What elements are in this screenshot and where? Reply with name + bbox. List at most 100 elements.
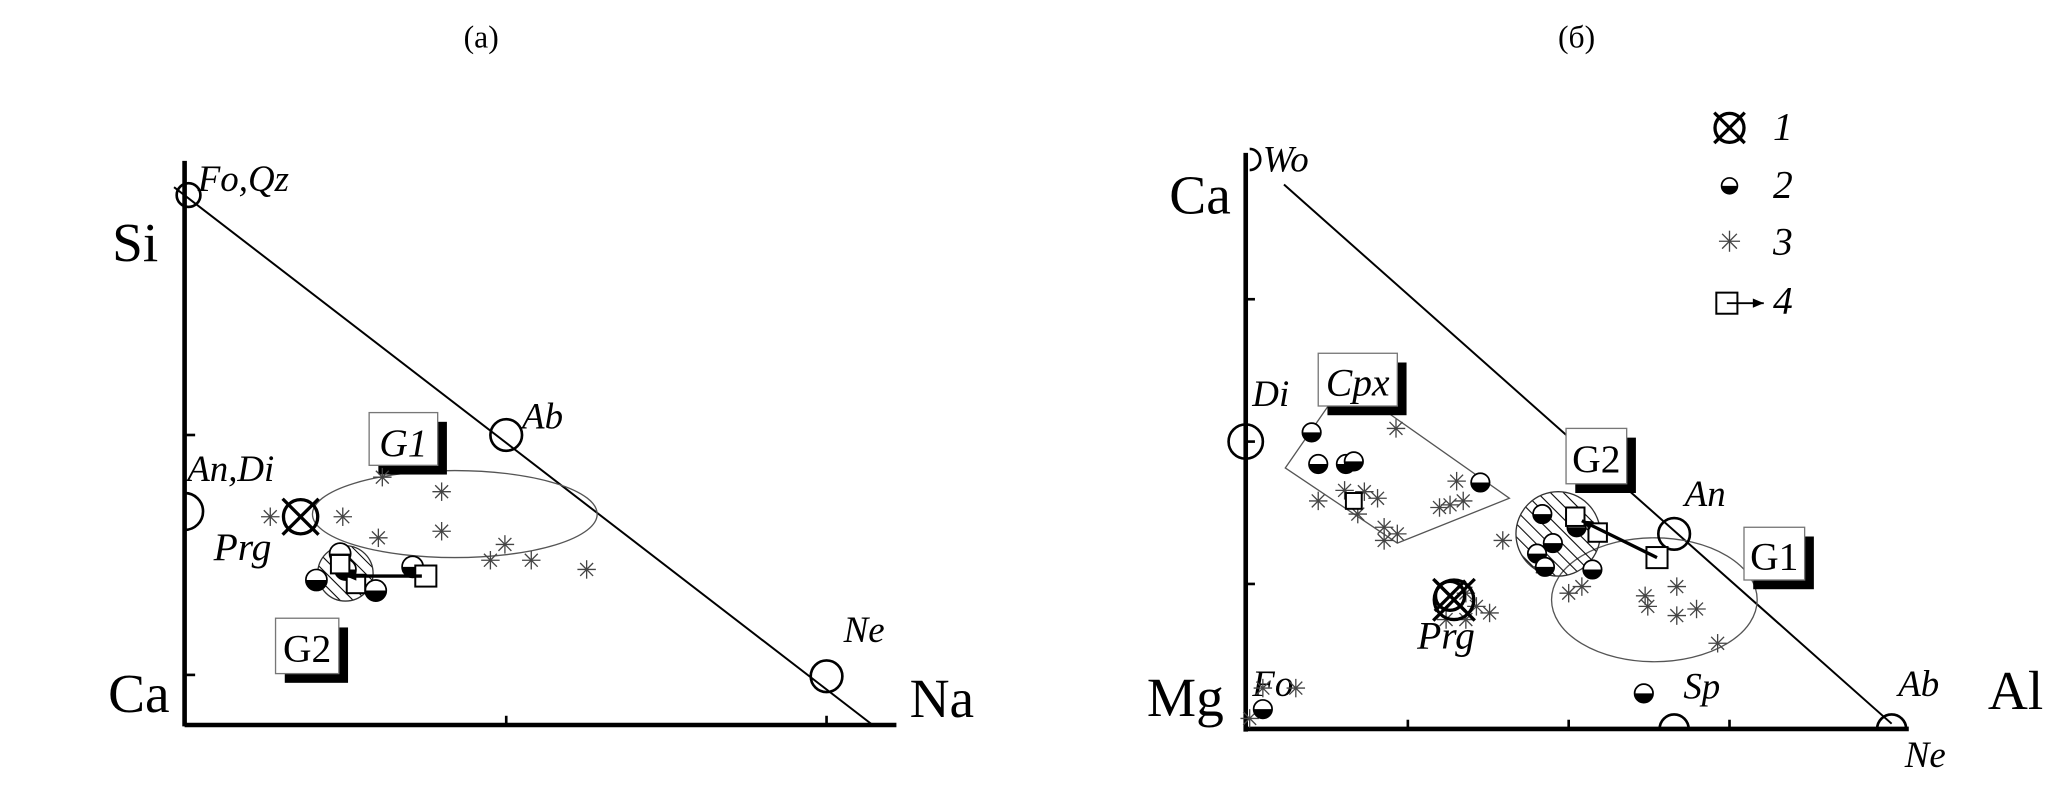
label-wo: Wo	[1263, 138, 1309, 179]
group-box-g1: G1	[1743, 526, 1814, 590]
mineral-point-wo	[1249, 147, 1262, 172]
asterisk-point	[1253, 678, 1273, 698]
mineral-point-ne	[809, 659, 844, 694]
half-filled-circle-point	[1542, 533, 1563, 554]
mineral-point-ab	[489, 417, 524, 453]
half-filled-circle-point	[305, 568, 328, 592]
asterisk-point	[1708, 634, 1727, 653]
label-fo-qz: Fo,Qz	[197, 158, 289, 199]
asterisk-point	[432, 522, 451, 541]
label-sp: Sp	[1683, 666, 1720, 707]
label-di: Di	[1251, 373, 1289, 414]
legend-label-2: 2	[1773, 163, 1793, 207]
asterisk-point	[1635, 586, 1655, 606]
trend-arrow	[1726, 298, 1764, 308]
square-point	[1645, 546, 1669, 570]
mineral-point-di	[1227, 423, 1265, 461]
half-filled-circle-point	[1301, 422, 1322, 443]
asterisk-point	[1374, 531, 1394, 550]
caption-b: (б)	[1558, 19, 1595, 54]
legend-label-1: 1	[1773, 105, 1793, 149]
half-filled-circle-point	[1252, 699, 1273, 720]
group-label-g1: G1	[1750, 534, 1798, 578]
half-filled-circle-point	[1470, 472, 1491, 493]
asterisk-point	[1638, 597, 1657, 616]
crossed-circle-point	[1713, 111, 1746, 145]
axis-label-ca: Ca	[1169, 165, 1231, 226]
asterisk-point	[1240, 709, 1259, 728]
asterisk-point	[1286, 678, 1306, 698]
mineral-point-sp	[1658, 713, 1690, 730]
half-filled-circle-point	[1633, 683, 1654, 704]
trend-arrow	[345, 571, 422, 581]
crossed-circle-point	[281, 497, 320, 536]
legend-label-4: 4	[1773, 279, 1793, 323]
asterisk-point	[1687, 599, 1706, 619]
asterisk-point	[1667, 577, 1686, 596]
axis-label-si: Si	[112, 212, 158, 273]
label-ab: Ab	[1895, 663, 1939, 704]
group-box-cpx: Cpx	[1317, 352, 1407, 416]
square-point	[329, 553, 351, 575]
asterisk-point	[1559, 583, 1578, 603]
trend-arrow	[1581, 519, 1658, 560]
axis-label-al: Al	[1988, 660, 2043, 721]
crossed-circle-point	[1433, 579, 1467, 613]
legend-label-3: 3	[1772, 219, 1793, 263]
asterisk-point	[1493, 531, 1512, 550]
group-label-cpx: Cpx	[1326, 360, 1390, 404]
asterisk-point	[1388, 524, 1407, 544]
caption-a: (а)	[464, 19, 499, 54]
group-label-g1: G1	[379, 421, 427, 465]
g1-field-ellipse	[1550, 537, 1758, 663]
half-filled-circle-point	[1534, 556, 1556, 577]
mineral-point-ab-ne	[1875, 713, 1908, 730]
g1-field-ellipse	[311, 469, 598, 559]
half-filled-circle-point	[1343, 451, 1364, 472]
half-filled-circle-point	[1532, 504, 1553, 525]
axis-label-na: Na	[910, 668, 975, 729]
join-line	[173, 186, 874, 726]
asterisk-point	[1718, 230, 1741, 252]
group-label-g2: G2	[1572, 437, 1620, 481]
cpx-field-polygon	[1284, 381, 1511, 544]
axis-label-ca: Ca	[108, 663, 169, 724]
axis-label-mg: Mg	[1147, 667, 1224, 728]
half-filled-circle-point	[1582, 559, 1603, 580]
asterisk-point	[1430, 498, 1449, 517]
mineral-point-fo-qz	[175, 181, 202, 209]
square-point	[1565, 506, 1586, 527]
group-box-g2: G2	[1565, 427, 1636, 493]
label-an-di: An,Di	[184, 448, 274, 489]
group-label-g2: G2	[283, 627, 331, 671]
asterisk-point	[495, 535, 515, 554]
half-filled-circle-point	[1720, 177, 1739, 195]
group-box-g2: G2	[274, 617, 349, 683]
mineral-point-an-di	[184, 491, 205, 532]
panel-b: Ca Mg Al Wo Di An Ab Ne Sp Fo Prg Cpx G2	[1147, 105, 2043, 775]
asterisk-point	[373, 467, 392, 487]
asterisk-point	[432, 482, 451, 501]
asterisk-point	[1454, 491, 1473, 511]
label-ne: Ne	[1904, 734, 1946, 775]
asterisk-point	[333, 507, 352, 526]
asterisk-point	[1667, 606, 1686, 625]
half-filled-circle-point	[364, 579, 388, 602]
asterisk-point	[261, 507, 280, 526]
asterisk-point	[481, 551, 500, 570]
asterisk-point	[1447, 471, 1466, 491]
half-filled-circle-point	[1308, 453, 1329, 475]
asterisk-point	[1309, 491, 1328, 511]
asterisk-point	[522, 551, 541, 570]
asterisk-point	[577, 560, 596, 579]
group-box-g1: G1	[368, 411, 447, 475]
asterisk-point	[1572, 577, 1592, 596]
label-an: An	[1682, 473, 1726, 514]
label-ne: Ne	[843, 609, 885, 650]
label-prg: Prg	[213, 525, 272, 569]
legend: 1 2 3 4	[1713, 105, 1793, 323]
asterisk-point	[369, 528, 388, 548]
asterisk-point	[1386, 419, 1406, 438]
